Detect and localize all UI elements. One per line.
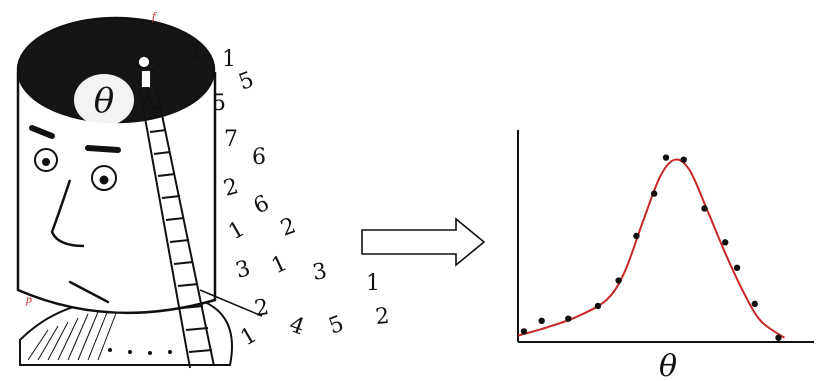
data-point	[680, 156, 687, 163]
label-p: p	[25, 292, 32, 306]
nose	[50, 179, 85, 248]
data-point	[701, 205, 708, 212]
head-illustration: θ	[16, 9, 263, 369]
string-line	[199, 289, 263, 317]
number: 2	[374, 304, 390, 330]
data-point	[722, 239, 729, 246]
number: 2	[278, 213, 300, 241]
fitted-curve	[517, 158, 785, 339]
left-eyebrow	[29, 125, 55, 139]
data-point	[538, 317, 545, 324]
right-arrow-icon	[361, 217, 486, 267]
distribution-chart: θ	[517, 130, 814, 381]
number: 3	[311, 259, 329, 286]
data-point	[751, 300, 758, 308]
data-point	[775, 334, 782, 341]
number: 1	[268, 251, 291, 280]
number: 1	[222, 47, 236, 72]
x-axis-label: θ	[659, 349, 677, 381]
theta-in-head: θ	[94, 81, 114, 121]
number: 4	[185, 37, 203, 64]
data-point	[594, 302, 602, 310]
data-point	[520, 328, 528, 335]
mouth	[68, 280, 110, 304]
collar-dots	[108, 348, 172, 355]
number: 7	[224, 127, 238, 152]
man-on-ladder	[135, 55, 161, 113]
scattered-numbers: 4 1 5 5 7 6 2 6 1 2 3 1 3 1 2 4 5 2 1	[185, 37, 391, 351]
data-point	[733, 264, 741, 271]
number: 6	[250, 191, 273, 220]
data-point	[615, 277, 622, 284]
number: 5	[326, 311, 348, 339]
right-eye	[91, 165, 117, 191]
number: 1	[225, 217, 250, 246]
number: 5	[236, 67, 258, 95]
number: 3	[233, 256, 253, 284]
number: 1	[366, 271, 380, 296]
number: 1	[237, 323, 262, 352]
data-point	[650, 190, 658, 197]
data-point	[662, 154, 670, 161]
left-eye	[34, 148, 58, 172]
ladder	[139, 85, 215, 369]
neck-hatching	[27, 307, 119, 361]
data-point	[565, 315, 572, 322]
top-glow	[74, 74, 134, 126]
number: 2	[221, 174, 241, 202]
number: 2	[253, 295, 271, 322]
right-eyebrow	[85, 145, 121, 153]
number: 4	[286, 312, 308, 340]
number: 5	[212, 91, 226, 116]
number: 6	[252, 145, 266, 170]
data-point	[633, 232, 640, 240]
label-f: f	[152, 9, 157, 23]
